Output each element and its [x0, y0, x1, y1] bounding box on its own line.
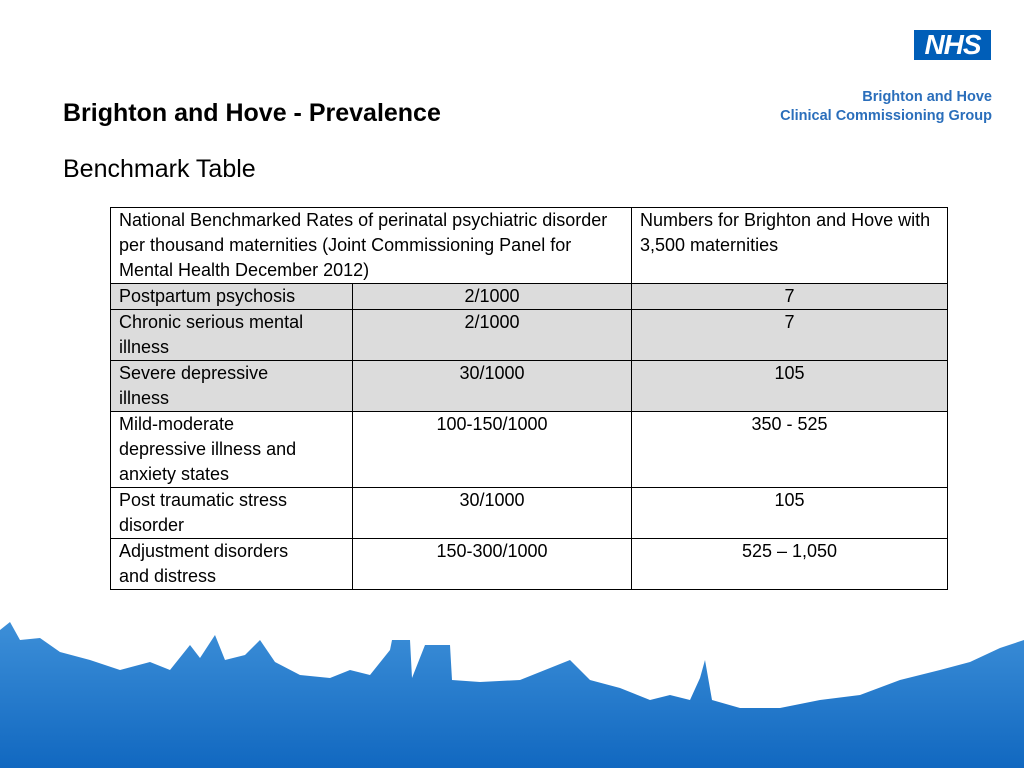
table-cell: 7: [631, 283, 948, 310]
nhs-logo: NHS: [914, 30, 991, 60]
benchmark-table: National Benchmarked Rates of perinatal …: [110, 207, 948, 590]
table-cell: 105: [631, 487, 948, 539]
table-body: National Benchmarked Rates of perinatal …: [110, 207, 948, 590]
table-cell: Post traumatic stress disorder: [110, 487, 353, 539]
header-cell: Numbers for Brighton and Hove with 3,500…: [631, 207, 948, 284]
table-cell: 30/1000: [352, 487, 632, 539]
table-cell: 7: [631, 309, 948, 361]
table-cell: 2/1000: [352, 283, 632, 310]
table-cell: Severe depressive illness: [110, 360, 353, 412]
table-row: Severe depressive illness 30/1000 105: [110, 360, 948, 412]
subtitle: Benchmark Table: [63, 155, 256, 183]
table-row: Adjustment disorders and distress 150-300…: [110, 538, 948, 590]
org-name: Brighton and Hove: [862, 89, 992, 105]
table-cell: 525 – 1,050: [631, 538, 948, 590]
table-row: Post traumatic stress disorder 30/1000 105: [110, 487, 948, 539]
title: Brighton and Hove - Prevalence: [63, 99, 441, 127]
header-row: National Benchmarked Rates of perinatal …: [110, 207, 948, 284]
org-name: Clinical Commissioning Group: [780, 108, 992, 124]
table-cell: Mild-moderate depressive illness and anx…: [110, 411, 353, 488]
table-row: Postpartum psychosis 2/1000 7: [110, 283, 948, 310]
table-cell: 150-300/1000: [352, 538, 632, 590]
table-cell: Adjustment disorders and distress: [110, 538, 353, 590]
table-row: Chronic serious mental illness 2/1000 7: [110, 309, 948, 361]
table-cell: Chronic serious mental illness: [110, 309, 353, 361]
table-cell: 30/1000: [352, 360, 632, 412]
table-cell: 2/1000: [352, 309, 632, 361]
table-cell: Postpartum psychosis: [110, 283, 353, 310]
table-cell: 105: [631, 360, 948, 412]
header-cell: National Benchmarked Rates of perinatal …: [110, 207, 632, 284]
skyline: [0, 622, 1024, 768]
table-cell: 100-150/1000: [352, 411, 632, 488]
table-row: Mild-moderate depressive illness and anx…: [110, 411, 948, 488]
table-cell: 350 - 525: [631, 411, 948, 488]
